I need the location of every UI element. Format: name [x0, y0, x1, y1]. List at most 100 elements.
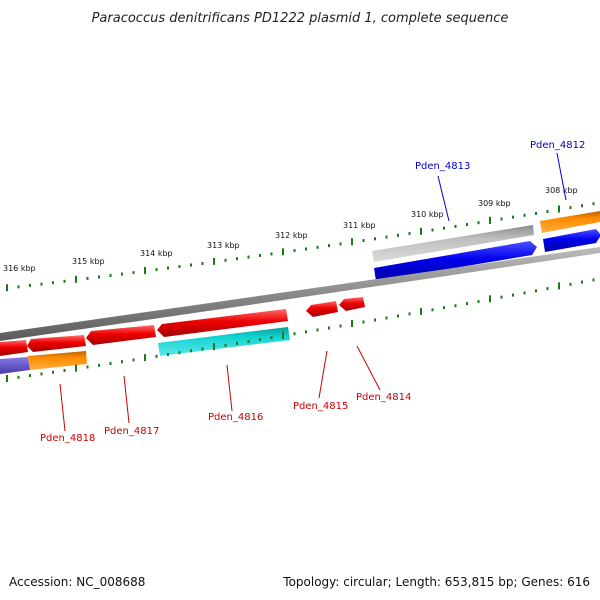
inner-minor-tick	[431, 308, 434, 312]
inner-minor-tick	[190, 349, 192, 353]
gene-label-pden-4817[interactable]: Pden_4817	[104, 426, 159, 437]
feature-pden-4815[interactable]	[306, 301, 338, 317]
inner-minor-tick	[155, 354, 158, 358]
outer-minor-tick	[270, 252, 273, 256]
accession-text: Accession: NC_008688	[9, 575, 145, 589]
inner-minor-tick	[385, 316, 388, 320]
gene-label-pden-4813[interactable]: Pden_4813	[415, 161, 470, 172]
inner-minor-tick	[201, 347, 204, 351]
outer-minor-tick	[408, 232, 411, 235]
feature-pden-4814[interactable]	[339, 297, 365, 311]
inner-minor-tick	[305, 330, 307, 334]
outer-minor-tick	[523, 213, 526, 217]
inner-major-tick	[489, 295, 491, 303]
inner-major-tick	[558, 282, 560, 290]
inner-minor-tick	[293, 332, 296, 336]
gene-label-pden-4812[interactable]: Pden_4812	[530, 140, 585, 151]
inner-major-tick	[213, 343, 215, 351]
outer-major-tick	[351, 238, 353, 246]
outer-minor-tick	[224, 258, 227, 262]
feature-purple-left[interactable]	[0, 357, 30, 374]
feature-orange-rev-left[interactable]	[28, 351, 87, 370]
outer-scale-ticks	[6, 202, 595, 292]
gene-label-pden-4816[interactable]: Pden_4816	[208, 412, 263, 423]
feature-pden-4813-gray[interactable]	[372, 225, 534, 262]
outer-minor-tick	[201, 262, 204, 265]
outer-minor-tick	[259, 254, 261, 257]
inner-minor-tick	[592, 278, 595, 282]
inner-major-tick	[144, 354, 146, 362]
outer-minor-tick	[63, 279, 66, 283]
outer-minor-tick	[339, 242, 342, 246]
feature-cyan-4816[interactable]	[158, 327, 290, 356]
outer-major-tick	[6, 284, 8, 292]
inner-minor-tick	[316, 328, 319, 332]
inner-major-tick	[282, 331, 284, 339]
outer-major-tick	[558, 205, 560, 213]
leader-line-pden-4813	[437, 175, 450, 222]
inner-major-tick	[420, 307, 422, 315]
leader-line-pden-4814	[356, 345, 381, 391]
inner-minor-tick	[109, 362, 112, 365]
inner-minor-tick	[500, 295, 503, 299]
inner-scale-ticks	[6, 278, 595, 382]
inner-minor-tick	[546, 287, 549, 291]
inner-minor-tick	[454, 304, 457, 308]
outer-minor-tick	[454, 224, 457, 228]
outer-minor-tick	[431, 228, 434, 232]
feature-pden-4816-red[interactable]	[157, 309, 288, 337]
feature-orange-fwd-right[interactable]	[540, 211, 600, 233]
leader-line-pden-4817	[123, 375, 130, 424]
outer-minor-tick	[592, 202, 595, 206]
inner-minor-tick	[52, 370, 54, 374]
outer-major-tick	[420, 227, 422, 235]
feature-red-arrow-4817[interactable]	[86, 325, 156, 345]
leader-line-pden-4816	[226, 364, 233, 412]
topology-summary-text: Topology: circular; Length: 653,815 bp; …	[282, 575, 590, 589]
gene-label-pden-4814[interactable]: Pden_4814	[356, 392, 411, 403]
leader-line-pden-4812	[556, 152, 567, 201]
feature-red-left-edge[interactable]	[0, 340, 28, 356]
outer-minor-tick	[305, 247, 307, 251]
inner-minor-tick	[339, 324, 342, 328]
feature-blue-arrow-1[interactable]	[374, 241, 537, 281]
inner-minor-tick	[523, 291, 526, 295]
outer-minor-tick	[477, 221, 480, 225]
inner-major-tick	[75, 364, 77, 372]
leader-line-pden-4818	[59, 383, 66, 432]
gene-label-pden-4815[interactable]: Pden_4815	[293, 401, 348, 412]
tick-label-310kbp: 310 kbp	[411, 210, 444, 219]
inner-major-tick	[351, 320, 353, 327]
inner-minor-tick	[224, 343, 227, 347]
inner-minor-tick	[477, 300, 480, 303]
inner-minor-tick	[408, 312, 411, 316]
genome-backbone	[0, 247, 600, 341]
outer-minor-tick	[466, 223, 468, 226]
outer-minor-tick	[178, 265, 181, 268]
outer-minor-tick	[569, 206, 572, 210]
inner-minor-tick	[259, 338, 261, 342]
outer-minor-tick	[443, 226, 445, 230]
outer-minor-tick	[236, 257, 238, 261]
outer-minor-tick	[385, 235, 388, 239]
feature-red-arrow-4818-top[interactable]	[27, 335, 86, 352]
inner-minor-tick	[397, 314, 399, 318]
outer-minor-tick	[121, 272, 123, 276]
feature-blue-arrow-2[interactable]	[543, 229, 600, 252]
inner-minor-tick	[98, 363, 100, 367]
outer-minor-tick	[293, 249, 296, 253]
gene-label-pden-4818[interactable]: Pden_4818	[40, 433, 95, 444]
inner-minor-tick	[374, 318, 376, 322]
outer-minor-tick	[155, 268, 158, 272]
outer-minor-tick	[316, 245, 319, 249]
tick-label-311kbp: 311 kbp	[343, 221, 376, 230]
outer-minor-tick	[581, 204, 583, 208]
outer-minor-tick	[29, 283, 31, 287]
outer-major-tick	[144, 267, 146, 275]
inner-minor-tick	[86, 365, 89, 369]
inner-minor-tick	[121, 360, 123, 364]
outer-minor-tick	[132, 271, 135, 275]
outer-major-tick	[75, 275, 77, 283]
outer-minor-tick	[17, 285, 20, 289]
